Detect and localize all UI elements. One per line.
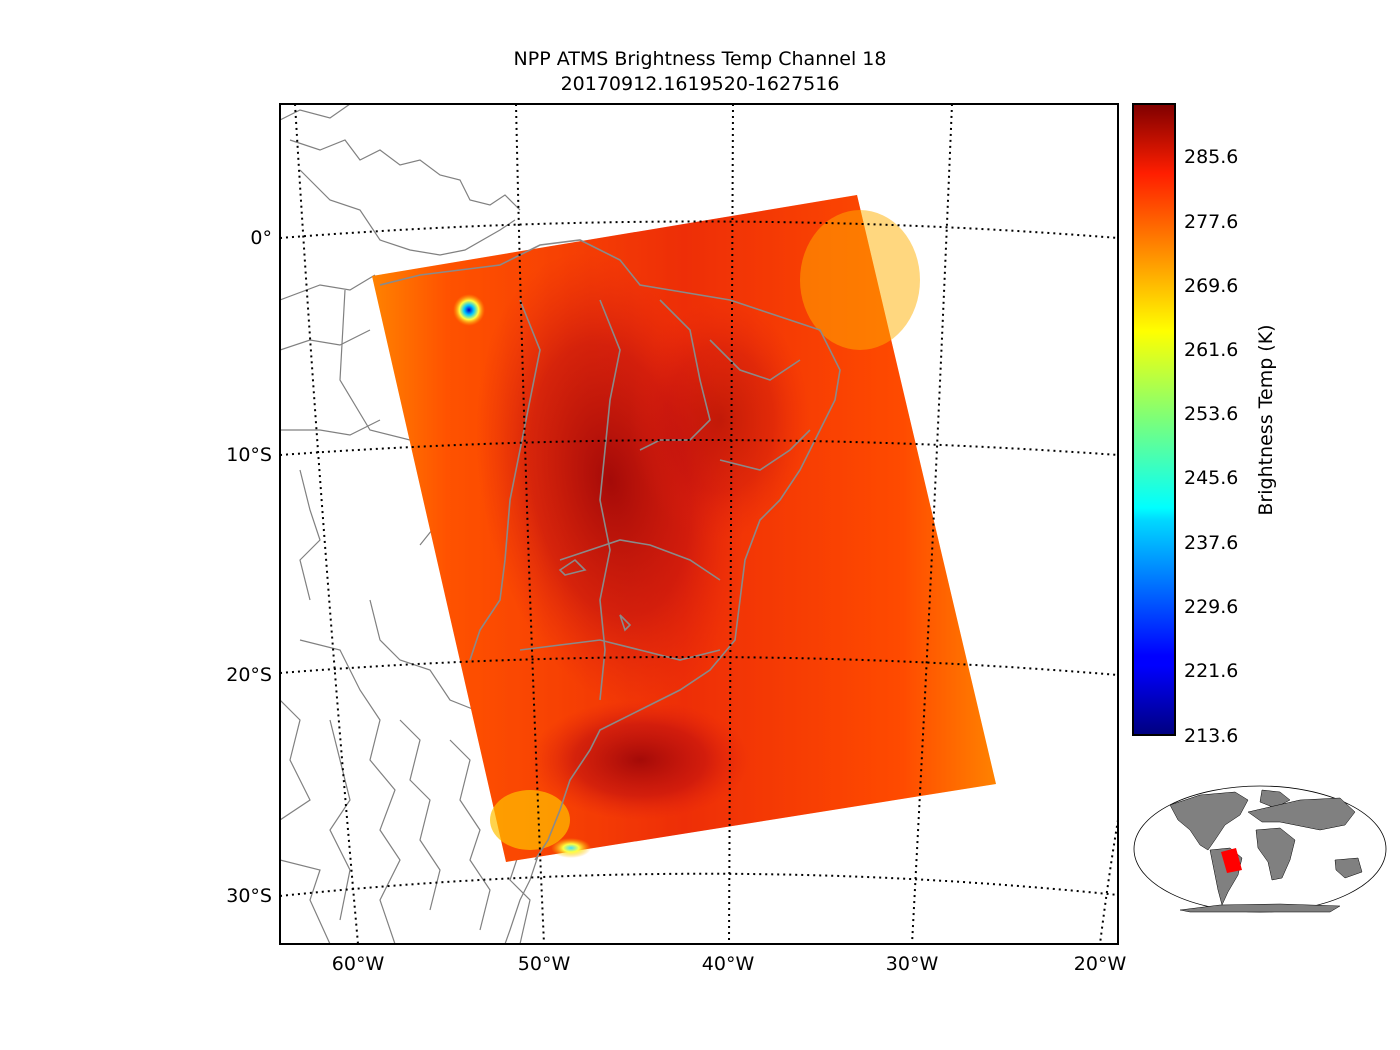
colorbar-tick: 237.6 [1184,532,1238,554]
colorbar-tick: 285.6 [1184,146,1238,168]
colorbar-tick: 213.6 [1184,725,1238,747]
lat-label: 20°S [226,664,272,686]
colorbar-tick: 253.6 [1184,403,1238,425]
colorbar: 285.6 277.6 269.6 261.6 253.6 245.6 237.… [1132,103,1277,747]
colorbar-tick: 261.6 [1184,339,1238,361]
colorbar-gradient [1133,104,1175,735]
colorbar-tick: 269.6 [1184,275,1238,297]
colorbar-tick: 221.6 [1184,660,1238,682]
colorbar-tick: 245.6 [1184,467,1238,489]
meridian-40w [728,104,734,944]
inset-continents [1169,789,1363,913]
parallel-30s [280,872,1118,897]
colorbar-frame [1132,103,1176,736]
colorbar-label: Brightness Temp (K) [1255,324,1277,515]
inset-swath-highlight [1221,848,1242,873]
colorbar-ticks: 285.6 277.6 269.6 261.6 253.6 245.6 237.… [1184,146,1238,747]
parallel-20s [280,655,1118,676]
chart-title: NPP ATMS Brightness Temp Channel 18 [513,48,887,70]
map-frame [279,103,1119,945]
lon-label: 60°W [332,953,385,975]
colorbar-tick: 229.6 [1184,596,1238,618]
meridian-20w [1099,819,1118,944]
chart-subtitle: 20170912.1619520-1627516 [560,73,840,95]
map-panel [280,104,1118,944]
lat-labels: 0° 10°S 20°S 30°S [226,227,272,907]
parallel-0 [280,220,1118,239]
colorbar-tick: 277.6 [1184,211,1238,233]
graticule [280,104,1118,944]
coastlines [280,104,541,944]
coastlines-overlay [379,239,841,861]
lon-labels: 60°W 50°W 40°W 30°W 20°W [332,953,1127,975]
lon-label: 30°W [886,953,939,975]
inset-world-map [1133,785,1387,913]
lon-label: 40°W [702,953,755,975]
lat-label: 10°S [226,444,272,466]
brightness-swath [372,195,996,862]
lat-label: 0° [250,227,272,249]
meridian-30w [911,104,953,944]
meridian-60w [294,104,359,944]
lat-label: 30°S [226,885,272,907]
lon-label: 20°W [1074,953,1127,975]
parallel-10s [280,439,1118,456]
lon-label: 50°W [518,953,571,975]
